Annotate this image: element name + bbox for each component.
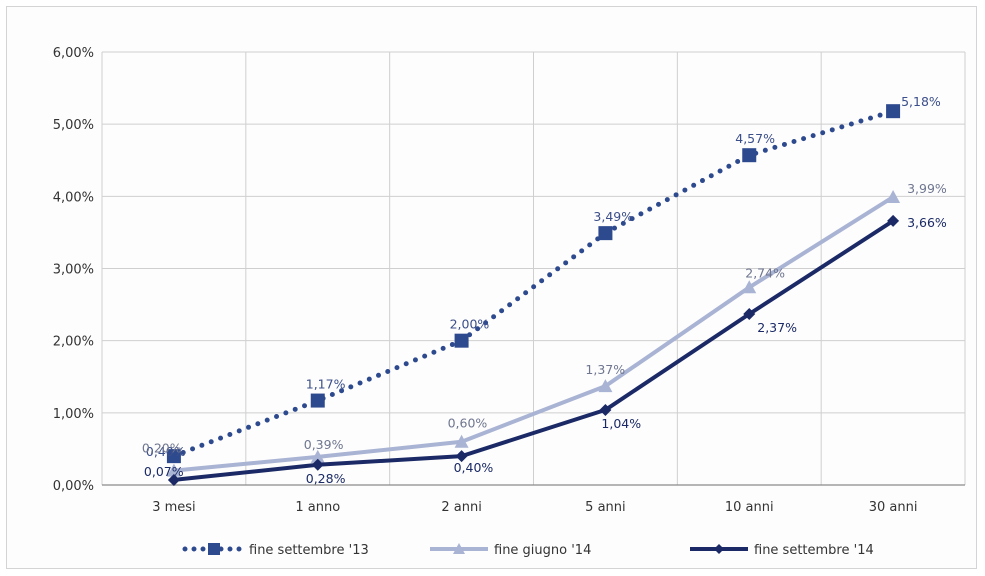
series-line	[173, 195, 895, 473]
legend-marker	[714, 544, 724, 554]
legend-label: fine settembre '14	[754, 543, 874, 558]
data-label: 0,39%	[304, 437, 344, 452]
legend-label: fine settembre '13	[249, 543, 369, 558]
series-point	[887, 214, 900, 227]
series-point	[310, 393, 325, 408]
series-point	[742, 280, 757, 294]
data-label: 0,28%	[306, 471, 346, 486]
y-tick-label: 6,00%	[53, 46, 94, 61]
data-label: 0,20%	[142, 441, 182, 456]
series-3: 0,07% 0,28% 0,40% 1,04% 2,37% 3,66%	[144, 214, 947, 486]
data-label: 2,74%	[745, 265, 785, 280]
series-line	[173, 219, 895, 482]
legend-marker	[453, 543, 465, 554]
series-point	[167, 473, 180, 486]
series-1: 0,40% 1,17% 2,00% 3,49% 4,57% 5,18%	[146, 94, 941, 464]
series-point	[454, 434, 469, 448]
data-label: 0,40%	[146, 444, 186, 459]
data-label: 0,40%	[454, 460, 494, 475]
y-tick-label: 5,00%	[53, 118, 94, 133]
series-point	[886, 104, 901, 119]
legend-item: fine settembre '14	[690, 543, 874, 558]
y-tick-label: 3,00%	[53, 263, 94, 278]
series-point	[310, 449, 325, 463]
series-point	[455, 450, 468, 463]
series-point	[886, 190, 901, 204]
series-point	[454, 333, 469, 348]
y-tick-label: 4,00%	[53, 190, 94, 205]
x-tick-label: 3 mesi	[152, 500, 195, 515]
y-tick-label: 0,00%	[53, 479, 94, 494]
series-point	[742, 148, 757, 163]
series-point	[743, 307, 756, 320]
series-line	[171, 108, 896, 459]
series-2: 0,20% 0,39% 0,60% 1,37% 2,74% 3,99%	[142, 181, 947, 477]
data-label: 0,60%	[448, 416, 488, 431]
legend: fine settembre '13 fine giugno '14 fine se…	[182, 543, 874, 558]
legend-marker	[208, 543, 220, 555]
legend-label: fine giugno '14	[494, 543, 591, 558]
data-label: 3,66%	[907, 215, 947, 230]
x-tick-label: 30 anni	[869, 500, 918, 515]
data-label: 1,04%	[601, 416, 641, 431]
x-tick-label: 5 anni	[585, 500, 625, 515]
x-tick-label: 1 anno	[295, 500, 340, 515]
data-label: 5,18%	[901, 94, 941, 109]
legend-item: fine giugno '14	[430, 543, 591, 558]
series-point	[166, 449, 181, 464]
data-label: 0,07%	[144, 464, 184, 479]
data-label: 3,99%	[907, 181, 947, 196]
data-label: 4,57%	[735, 131, 775, 146]
data-label: 1,17%	[306, 377, 346, 392]
data-label: 2,37%	[757, 320, 797, 335]
series-point	[598, 226, 613, 241]
data-label: 3,49%	[593, 209, 633, 224]
y-tick-label: 1,00%	[53, 407, 94, 422]
data-label: 1,37%	[585, 362, 625, 377]
legend-item: fine settembre '13	[182, 543, 369, 558]
data-label: 2,00%	[450, 317, 490, 332]
x-tick-label: 2 anni	[441, 500, 481, 515]
x-tick-label: 10 anni	[725, 500, 774, 515]
y-tick-label: 2,00%	[53, 335, 94, 350]
series-point	[599, 403, 612, 416]
series-point	[166, 463, 181, 477]
series-point	[311, 458, 324, 471]
series-point	[598, 379, 613, 393]
